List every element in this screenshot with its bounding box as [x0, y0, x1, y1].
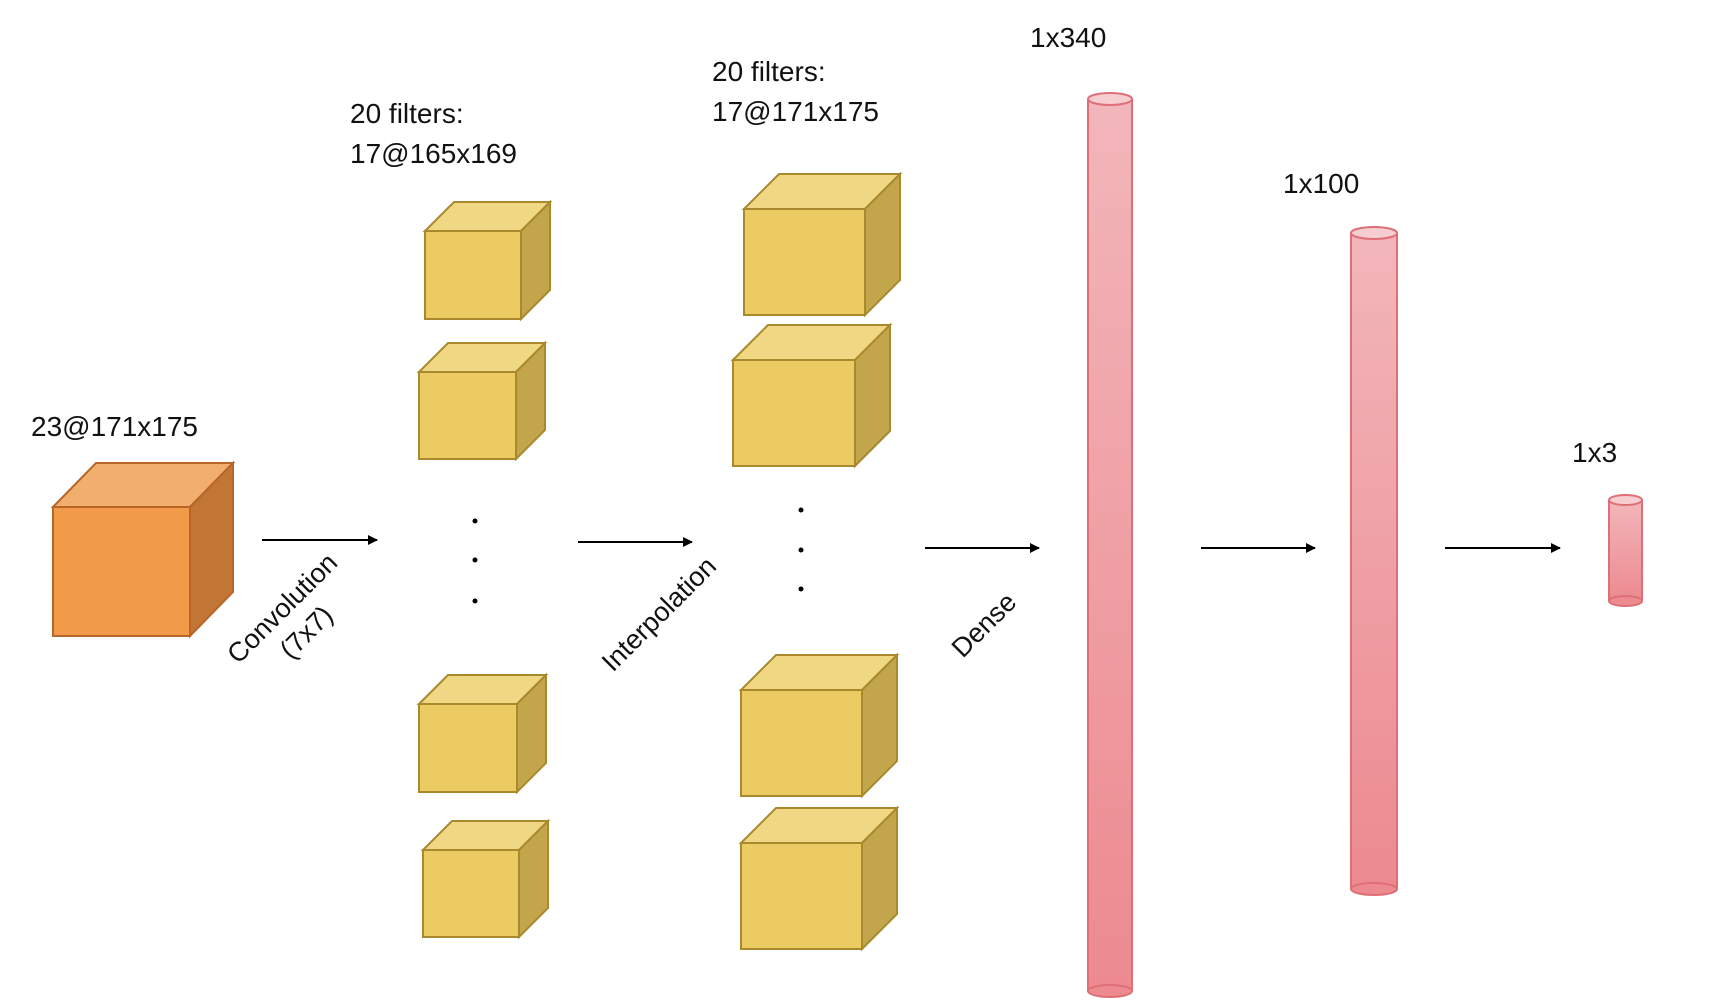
conv-ellipsis-dots: [472, 518, 478, 604]
conv-filter-cube-2: [416, 340, 548, 462]
interp-filter-cube-2: [730, 322, 893, 469]
dense1-shape-label: 1x340: [1030, 22, 1107, 53]
interp-filter-cube-4: [738, 805, 900, 952]
output-layer-cylinder: [1608, 494, 1643, 607]
output-shape-label: 1x3: [1572, 437, 1618, 468]
interp-ellipsis-dots: [798, 507, 804, 592]
conv-filter-cube-1: [422, 199, 553, 322]
input-shape-label: 23@171x175: [31, 411, 199, 442]
conv-filter-cube-3: [416, 672, 549, 795]
dense-layer-1-cylinder: [1087, 92, 1133, 998]
interp-filter-cube-1: [741, 171, 903, 318]
dense-layer-2-cylinder: [1350, 226, 1398, 896]
interp-filter-cube-3: [738, 652, 900, 799]
conv-output-label: 20 filters: 17@165x169: [350, 98, 518, 169]
conv-filter-cube-4: [420, 818, 551, 940]
input-cube: [50, 460, 236, 639]
interp-output-label: 20 filters: 17@171x175: [712, 56, 880, 127]
dense2-shape-label: 1x100: [1283, 168, 1360, 199]
